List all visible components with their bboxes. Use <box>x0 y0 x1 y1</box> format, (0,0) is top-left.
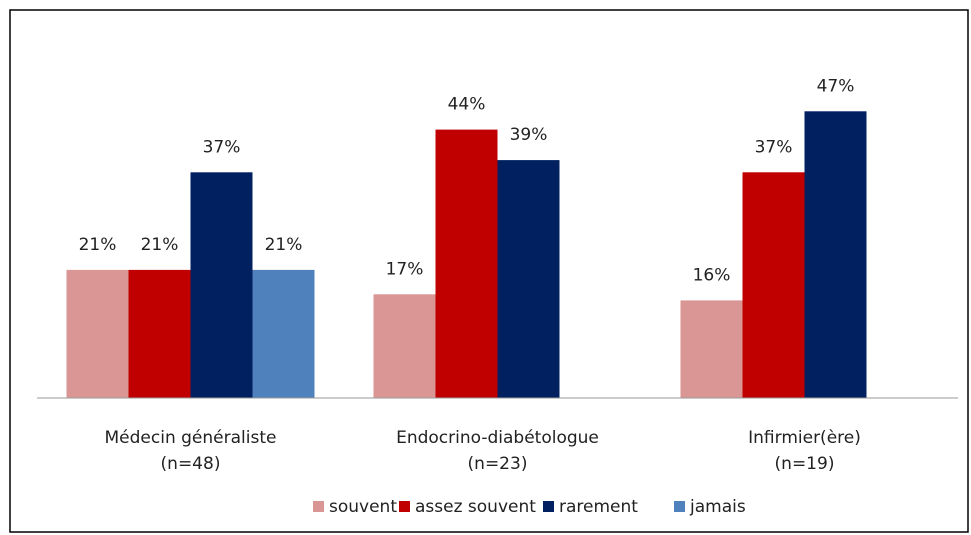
x-tick-label: Médecin généraliste <box>105 428 277 448</box>
data-label: 44% <box>448 95 486 115</box>
data-label: 21% <box>141 235 179 255</box>
bar <box>742 172 805 398</box>
x-tick-label: (n=19) <box>775 454 835 474</box>
legend-label: souvent <box>329 497 397 517</box>
bar <box>804 111 867 399</box>
x-tick-label: (n=48) <box>161 454 221 474</box>
bar <box>373 294 436 398</box>
bar <box>680 300 743 398</box>
data-label: 21% <box>79 235 117 255</box>
data-label: 17% <box>386 259 424 279</box>
bar <box>435 129 498 398</box>
data-label: 39% <box>510 125 548 145</box>
bar <box>128 269 191 398</box>
legend-label: jamais <box>689 497 746 517</box>
legend-swatch <box>674 501 685 512</box>
x-tick-label: (n=23) <box>468 454 528 474</box>
legend-label: rarement <box>559 497 638 517</box>
legend-label: assez souvent <box>415 497 536 517</box>
data-label: 16% <box>693 265 731 285</box>
data-label: 21% <box>265 235 303 255</box>
legend-swatch <box>313 501 324 512</box>
bar <box>190 172 253 398</box>
data-label: 37% <box>203 137 241 157</box>
bar <box>497 160 560 398</box>
legend-swatch <box>543 501 554 512</box>
data-label: 47% <box>817 76 855 96</box>
x-tick-label: Infirmier(ère) <box>748 428 861 448</box>
x-tick-label: Endocrino-diabétologue <box>396 428 599 448</box>
bar <box>66 269 129 398</box>
legend-swatch <box>399 501 410 512</box>
data-label: 37% <box>755 137 793 157</box>
bar <box>252 269 315 398</box>
